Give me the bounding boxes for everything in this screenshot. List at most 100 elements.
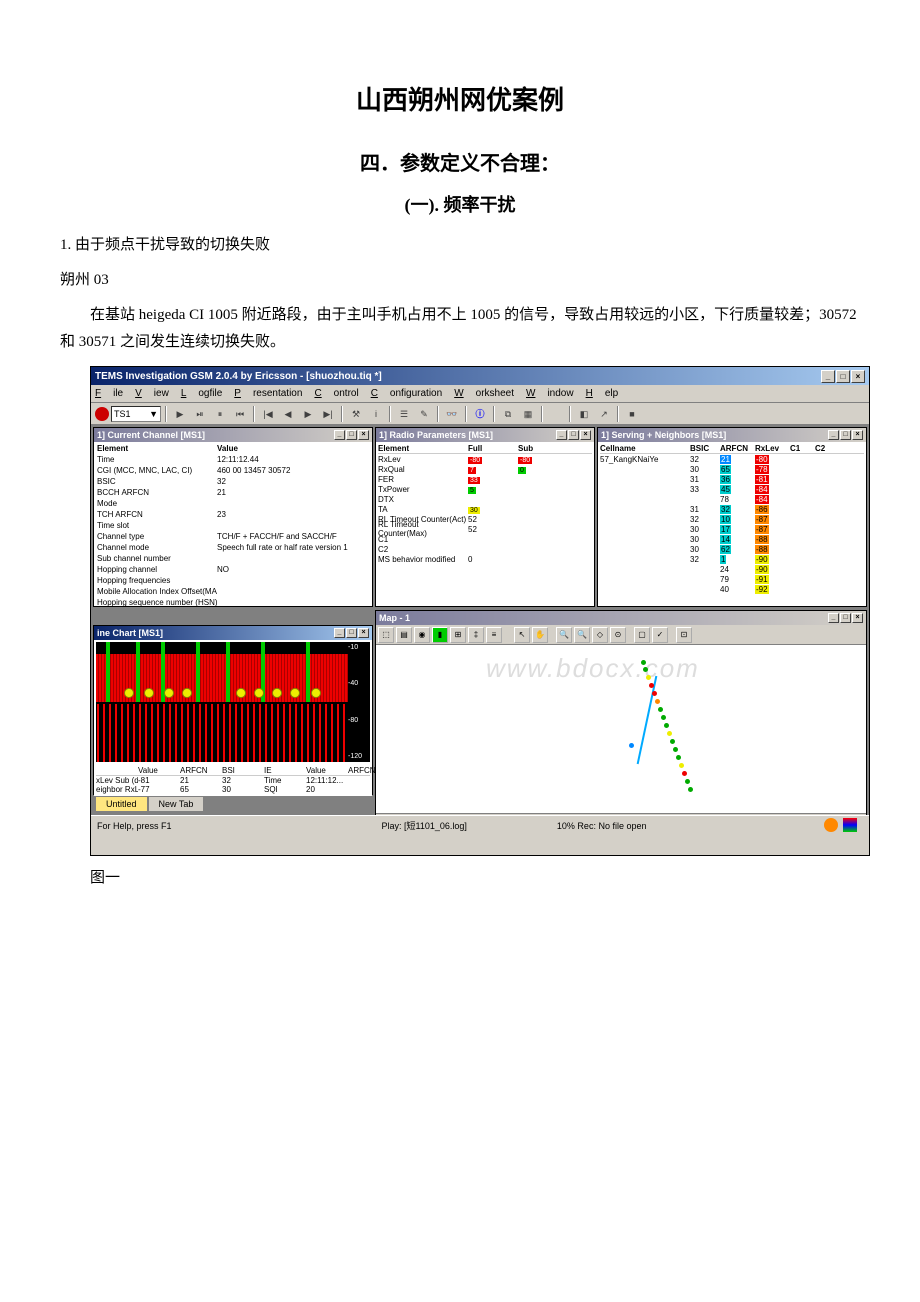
rec-button[interactable] [547, 405, 565, 423]
rewind-button[interactable]: ⏮ [231, 405, 249, 423]
minimize-button[interactable]: _ [821, 370, 835, 383]
table-row: 57_KangKNaiYe3221-80 [600, 454, 864, 464]
first-button[interactable]: |◀ [259, 405, 277, 423]
table-row: TCH ARFCN23 [97, 509, 369, 520]
minimize-icon[interactable]: _ [334, 430, 345, 440]
line-chart-window[interactable]: ine Chart [MS1] _□× -10-40-80-120 ValueA… [93, 625, 373, 795]
map-tool[interactable]: ▮ [432, 627, 448, 643]
chart-title: ine Chart [MS1] [97, 628, 163, 638]
table-row: 3136-81 [600, 474, 864, 484]
last-button[interactable]: ▶| [319, 405, 337, 423]
minimize-icon[interactable]: _ [828, 430, 839, 440]
serving-neighbors-window[interactable]: 1] Serving + Neighbors [MS1] _□× Cellnam… [597, 427, 867, 607]
menu-help[interactable]: Help [586, 388, 619, 399]
table-row: RxQual70 [378, 464, 592, 474]
maximize-icon[interactable]: □ [840, 430, 851, 440]
menu-worksheet[interactable]: Worksheet [454, 388, 514, 399]
zoom-fit-button[interactable]: ◇ [592, 627, 608, 643]
radio-parameters-window[interactable]: 1] Radio Parameters [MS1] _□× ElementFul… [375, 427, 595, 607]
tool3-button[interactable]: ✎ [415, 405, 433, 423]
maximize-icon[interactable]: □ [346, 628, 357, 638]
worksheet-tab[interactable]: New Tab [148, 796, 205, 811]
table-row: 321-90 [600, 554, 864, 564]
map-button[interactable]: ▢ [634, 627, 650, 643]
help-button[interactable]: ⓘ [471, 405, 489, 423]
close-button[interactable]: × [851, 370, 865, 383]
map-tool[interactable]: ⊞ [450, 627, 466, 643]
glasses-button[interactable]: 👓 [443, 405, 461, 423]
minimize-icon[interactable]: _ [556, 430, 567, 440]
description: 在基站 heigeda CI 1005 附近路段，由于主叫手机占用不上 1005… [60, 302, 860, 356]
table-row: Hopping sequence number (HSN) [97, 597, 369, 607]
info-button[interactable]: i [367, 405, 385, 423]
tool-button[interactable]: ⚒ [347, 405, 365, 423]
close-icon[interactable]: × [358, 430, 369, 440]
menu-presentation[interactable]: Presentation [234, 388, 302, 399]
step-button[interactable]: ⏯ [191, 405, 209, 423]
close-icon[interactable]: × [852, 430, 863, 440]
main-toolbar: TS1▼ ▶ ⏯ ⏸ ⏮ |◀ ◀ ▶ ▶| ⚒ i ☰ ✎ 👓 ⓘ ⧉ ▦ ◧… [91, 403, 869, 425]
prev-button[interactable]: ◀ [279, 405, 297, 423]
watermark: www.bdocx.com [486, 653, 700, 684]
menubar: File View Logfile Presentation Control Config… [91, 385, 869, 403]
close-icon[interactable]: × [580, 430, 591, 440]
menu-logfile[interactable]: Logfile [181, 388, 222, 399]
next-button[interactable]: ▶ [299, 405, 317, 423]
minimize-icon[interactable]: _ [334, 628, 345, 638]
app-titlebar[interactable]: TEMS Investigation GSM 2.0.4 by Ericsson… [91, 367, 869, 385]
map-tool[interactable]: ◉ [414, 627, 430, 643]
minimize-icon[interactable]: _ [828, 613, 839, 623]
pointer-tool[interactable]: ↖ [514, 627, 530, 643]
serving-title: 1] Serving + Neighbors [MS1] [601, 430, 726, 440]
app-title: TEMS Investigation GSM 2.0.4 by Ericsson… [95, 371, 382, 382]
radio-title: 1] Radio Parameters [MS1] [379, 430, 493, 440]
chart-canvas[interactable]: -10-40-80-120 [96, 642, 370, 762]
maximize-icon[interactable]: □ [840, 613, 851, 623]
map-tool[interactable]: ≡ [486, 627, 502, 643]
doc-title: 山西朔州网优案例 [60, 80, 860, 117]
tile-button[interactable]: ▦ [519, 405, 537, 423]
menu-window[interactable]: Window [526, 388, 574, 399]
map-tool[interactable]: ▤ [396, 627, 412, 643]
maximize-icon[interactable]: □ [346, 430, 357, 440]
zoom-button[interactable]: ⊙ [610, 627, 626, 643]
zoom-out-button[interactable]: 🔍 [574, 627, 590, 643]
current-channel-window[interactable]: 1] Current Channel [MS1] _□× ElementValu… [93, 427, 373, 607]
table-row: xLev Sub (dBm)-812132Time12:11:12... [96, 776, 370, 785]
stop-button[interactable]: ■ [623, 405, 641, 423]
table-row: 79-91 [600, 574, 864, 584]
misc2-button[interactable]: ↗ [595, 405, 613, 423]
map-button[interactable]: ⊡ [676, 627, 692, 643]
map-canvas[interactable]: www.bdocx.com [376, 645, 866, 813]
table-row: 3014-88 [600, 534, 864, 544]
table-row: TA30 [378, 504, 592, 514]
table-row: Time12:11:12.44 [97, 454, 369, 465]
ts-dropdown[interactable]: TS1▼ [111, 406, 161, 422]
tool2-button[interactable]: ☰ [395, 405, 413, 423]
menu-file[interactable]: File [95, 388, 123, 399]
maximize-button[interactable]: □ [836, 370, 850, 383]
close-icon[interactable]: × [358, 628, 369, 638]
zoom-in-button[interactable]: 🔍 [556, 627, 572, 643]
map-window[interactable]: Map - 1 _□× ⬚ ▤ ◉ ▮ ⊞ ‡ ≡ ↖ ✋ 🔍 🔍 ◇ ⊙ [375, 610, 867, 833]
menu-configuration[interactable]: Configuration [371, 388, 443, 399]
cascade-button[interactable]: ⧉ [499, 405, 517, 423]
table-row: RL Timeout Counter(Max)52 [378, 524, 592, 534]
figure-caption: 图一 [90, 866, 860, 887]
hand-tool[interactable]: ✋ [532, 627, 548, 643]
worksheet-tab[interactable]: Untitled [95, 796, 148, 811]
menu-view[interactable]: View [135, 388, 169, 399]
table-row: C1 [378, 534, 592, 544]
pause-button[interactable]: ⏸ [211, 405, 229, 423]
table-row: CGI (MCC, MNC, LAC, CI)460 00 13457 3057… [97, 465, 369, 476]
table-row: Time slot [97, 520, 369, 531]
misc1-button[interactable]: ◧ [575, 405, 593, 423]
menu-control[interactable]: Control [314, 388, 358, 399]
table-row: eighbor RxLev (d...-776530SQI20 [96, 785, 370, 794]
map-tool[interactable]: ‡ [468, 627, 484, 643]
play-button[interactable]: ▶ [171, 405, 189, 423]
map-tool[interactable]: ⬚ [378, 627, 394, 643]
maximize-icon[interactable]: □ [568, 430, 579, 440]
map-button[interactable]: ✓ [652, 627, 668, 643]
close-icon[interactable]: × [852, 613, 863, 623]
